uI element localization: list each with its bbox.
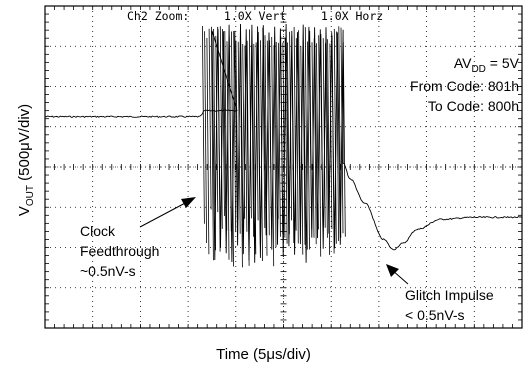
to-code-label: To Code: 800h (428, 98, 519, 114)
avdd-label: AVDD = 5V (454, 55, 520, 75)
vout-trace (44, 23, 523, 263)
y-axis-label: VOUT (500μV/div) (16, 103, 36, 217)
x-axis-label: Time (5μs/div) (216, 346, 311, 363)
clock-feedthrough-line1: Clock (80, 223, 116, 239)
glitch-impulse-arrowhead (386, 264, 399, 277)
clock-feedthrough-burst (202, 25, 346, 268)
burst-strokes (202, 25, 346, 268)
from-code-label: From Code: 801h (410, 78, 519, 94)
clock-feedthrough-arrow-shaft (139, 200, 190, 228)
glitch-impulse-line1: Glitch Impulse (405, 287, 494, 303)
clock-feedthrough-line3: ~0.5nV-s (80, 263, 136, 279)
clock-feedthrough-arrowhead (181, 197, 196, 208)
glitch-impulse-line2: < 0.5nV-s (405, 307, 465, 323)
clock-feedthrough-line2: Feedthrough (80, 243, 159, 259)
zoom-header: Ch2 Zoom: 1.0X Vert 1.0X Horz (127, 9, 383, 23)
